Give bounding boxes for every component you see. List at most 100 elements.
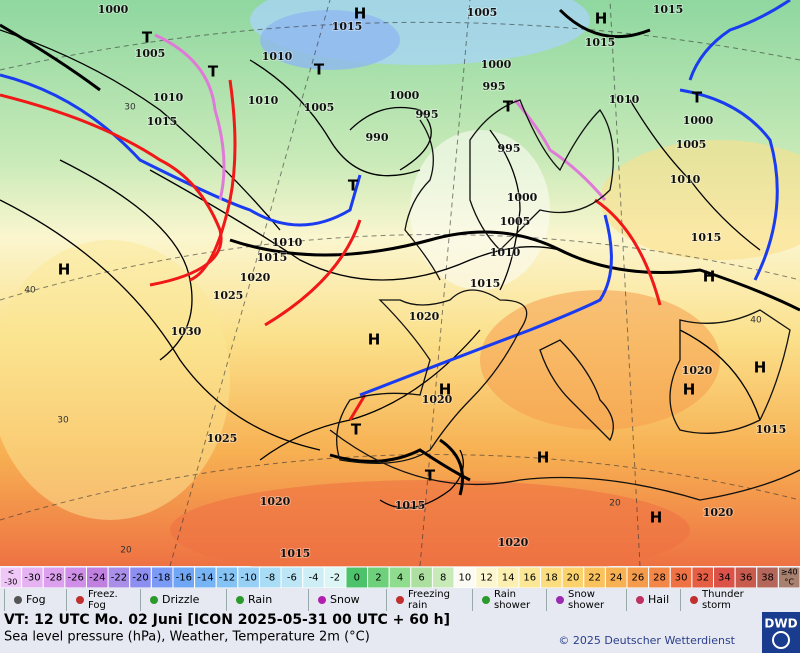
legend-separator [472, 589, 473, 611]
legend-separator [4, 589, 5, 611]
isobar-label: 1015 [332, 20, 363, 33]
pressure-center: T [314, 61, 325, 79]
scale-label: 8 [440, 573, 446, 584]
scale-label: °C [784, 578, 794, 587]
isobar-label: 1020 [703, 506, 734, 519]
legend-label: Drizzle [162, 593, 200, 606]
scale-label: -28 [46, 573, 62, 584]
legend-label: Snow [330, 593, 360, 606]
pressure-center: T [208, 63, 219, 81]
isobar-label: 1005 [135, 47, 166, 60]
map: 1000 1015 1005 1015 1005 1010 1015 1000 1010 1010… [0, 0, 800, 580]
isobar-label: 1010 [153, 91, 184, 104]
pressure-center: H [683, 381, 696, 399]
scale-label: 10 [458, 573, 471, 584]
scale-label: -22 [111, 573, 127, 584]
isobar-label: 1015 [470, 277, 501, 290]
isobar-label: 1015 [395, 499, 426, 512]
isobar-label: 1000 [389, 89, 420, 102]
isobar-label: 995 [498, 142, 521, 155]
pressure-center: T [348, 177, 359, 195]
isobar-label: 1015 [147, 115, 178, 128]
legend-separator [140, 589, 141, 611]
scale-label: -30 [4, 578, 17, 587]
scale-label: -24 [89, 573, 105, 584]
isobar-label: 1015 [756, 423, 787, 436]
pressure-center: H [439, 381, 452, 399]
scale-label: 28 [653, 573, 666, 584]
isobar-label: 1020 [409, 310, 440, 323]
legend-separator [226, 589, 227, 611]
color-scale: <-30 -30 -28 -26 -24 -22 -20 -18 -16 -14 -12 -10 -8-… [0, 566, 800, 589]
isobar-label: 1005 [304, 101, 335, 114]
legend-label: Freezing rain [408, 589, 450, 611]
pressure-center: T [692, 89, 703, 107]
scale-label: 24 [610, 573, 623, 584]
scale-label: -4 [309, 573, 319, 584]
scale-label: 34 [718, 573, 731, 584]
pressure-center: H [703, 268, 716, 286]
pressure-center: T [425, 467, 436, 485]
copyright: © 2025 Deutscher Wetterdienst [558, 634, 735, 647]
legend-icon [482, 596, 490, 604]
legend-separator [66, 589, 67, 611]
scale-label: < [7, 568, 14, 577]
pressure-center: H [650, 509, 663, 527]
isotherm-label: 30 [57, 416, 69, 426]
legend-icon [150, 596, 158, 604]
scale-label: -10 [240, 573, 256, 584]
pressure-center: H [354, 5, 367, 23]
legend-icon [76, 596, 84, 604]
scale-label: 36 [740, 573, 753, 584]
scale-label: -6 [287, 573, 297, 584]
hot-area [170, 480, 690, 580]
legend-separator [546, 589, 547, 611]
fronts [0, 0, 791, 421]
scale-label: -26 [68, 573, 84, 584]
scale-label: 0 [354, 573, 360, 584]
scale-label: 30 [675, 573, 688, 584]
scale-label: 38 [761, 573, 774, 584]
isobar-label: 1000 [481, 58, 512, 71]
legend-icon [556, 596, 564, 604]
footer: VT: 12 UTC Mo. 02 Juni [ICON 2025-05-31 … [0, 612, 800, 653]
pressure-center: T [503, 98, 514, 116]
legend-label: Fog [26, 593, 46, 606]
warm-area [0, 240, 230, 520]
isobar-label: 1020 [498, 536, 529, 549]
isobar-label: 990 [366, 131, 389, 144]
isobar-label: 1015 [280, 547, 311, 560]
legend-label: Rain [248, 593, 272, 606]
pressure-center: T [351, 421, 362, 439]
isobars [0, 29, 761, 509]
pressure-center: H [537, 449, 550, 467]
pressure-center: T [142, 29, 153, 47]
warm-area [600, 140, 800, 260]
isobar-label: 1015 [585, 36, 616, 49]
scale-label: -16 [176, 573, 192, 584]
legend-icon [236, 596, 244, 604]
scale-label: 12 [480, 573, 493, 584]
isobar-label: 1020 [422, 393, 453, 406]
isobar-label: 1030 [171, 325, 202, 338]
isobar-label: 1010 [490, 246, 521, 259]
pressure-center: H [58, 261, 71, 279]
scale-label: -12 [219, 573, 235, 584]
scale-label: 20 [567, 573, 580, 584]
legend-separator [308, 589, 309, 611]
isobar-label: 1015 [653, 3, 684, 16]
isobar-label: 1015 [257, 251, 288, 264]
legend-icon [318, 596, 326, 604]
legend-icon [636, 596, 644, 604]
dwd-logo-icon [772, 631, 790, 649]
isobar-label: 1020 [240, 271, 271, 284]
isobar-label: 995 [483, 80, 506, 93]
legend-label: Hail [648, 593, 669, 606]
scale-label: -8 [265, 573, 275, 584]
isobar-label: 1000 [683, 114, 714, 127]
isotherm-label: 40 [24, 286, 36, 296]
legend: Fog Freez. Fog Drizzle Rain Snow Freezing rain R… [0, 588, 800, 612]
isotherm-label: 40 [750, 316, 762, 326]
isobar-label: 1010 [670, 173, 701, 186]
